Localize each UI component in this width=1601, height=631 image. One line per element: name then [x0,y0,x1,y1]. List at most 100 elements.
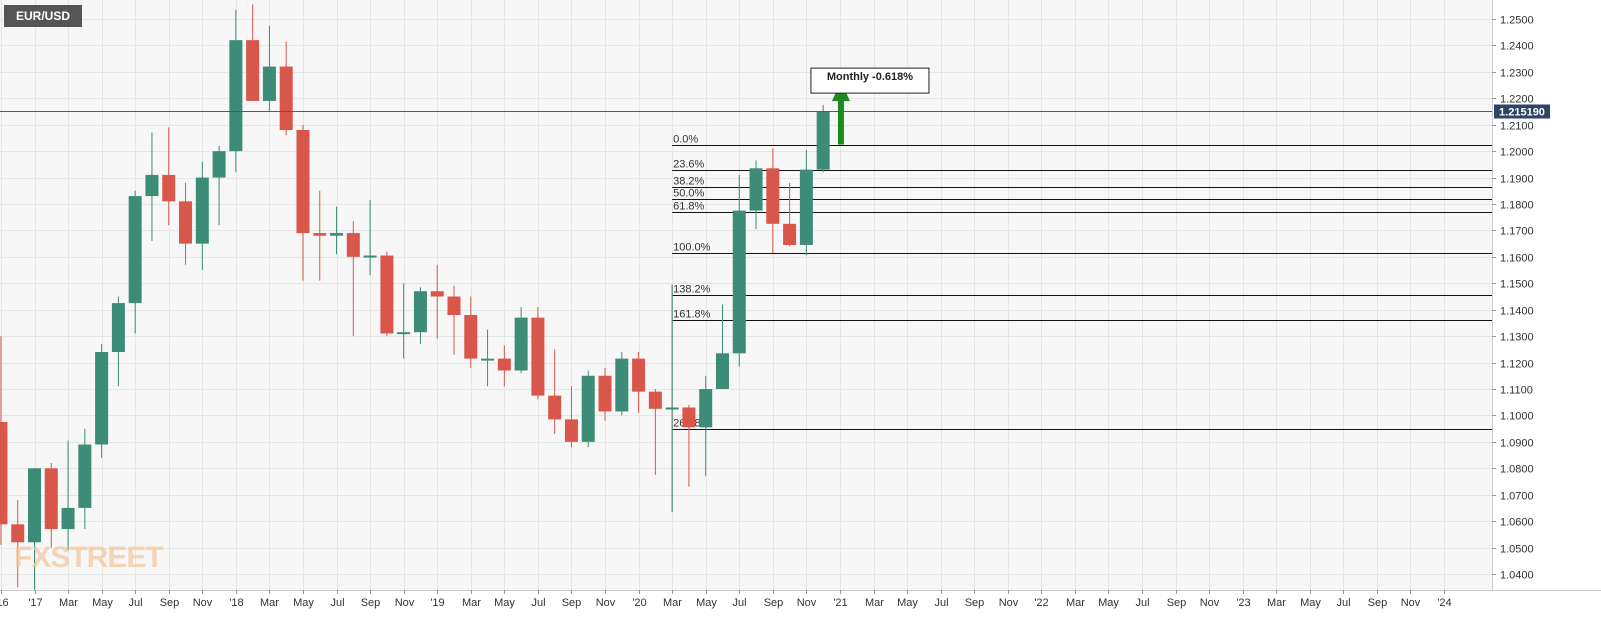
candle[interactable] [61,440,75,551]
candle[interactable] [78,428,92,530]
candle[interactable] [514,307,528,374]
candles[interactable] [0,4,830,590]
x-tick-label: Sep [160,597,180,609]
candle-body [145,174,159,197]
fib-level-label: 0.0% [673,134,698,146]
candle[interactable] [229,9,243,173]
y-tick-label: 1.1500 [1500,279,1534,291]
candle[interactable] [430,264,444,339]
candle[interactable] [783,182,797,247]
candle[interactable] [262,25,276,112]
fib-level-label: 161.8% [673,309,711,321]
candle-body [715,353,729,389]
candle-body [665,407,679,410]
candle[interactable] [28,468,41,590]
candle[interactable] [212,145,226,226]
y-tick-label: 1.1400 [1500,306,1534,318]
annotation-box: Monthly -0.618% [810,67,930,94]
candle[interactable] [397,283,411,359]
candle[interactable] [413,287,427,345]
candle-body [380,255,394,334]
candle[interactable] [615,351,629,416]
x-tick-label: Sep [562,597,582,609]
candle[interactable] [632,351,646,413]
x-tick-label: May [92,597,113,609]
candle-body [44,468,58,530]
x-tick-label: '23 [1236,597,1250,609]
candle[interactable] [581,370,595,448]
candle[interactable] [380,251,394,337]
candle[interactable] [11,499,25,588]
candle[interactable] [195,161,209,271]
candle[interactable] [246,4,260,101]
candle-body [514,317,528,371]
candle-body [162,174,176,202]
candle[interactable] [296,124,310,281]
y-tick-label: 1.1700 [1500,226,1534,238]
x-tick-label: Mar [663,597,682,609]
x-tick-label: Sep [764,597,784,609]
candle[interactable] [766,148,780,253]
candle[interactable] [145,132,159,241]
candle[interactable] [111,296,125,387]
candle-body [447,296,461,315]
candle[interactable] [564,386,578,448]
candle[interactable] [279,41,293,136]
candle[interactable] [464,296,478,368]
x-tick-label: '16 [0,597,9,609]
x-tick-label: Jul [330,597,344,609]
x-tick-label: Nov [1200,597,1220,609]
candle[interactable] [682,404,696,487]
candle[interactable] [330,206,344,255]
candle[interactable] [531,307,545,400]
x-tick-label: '17 [28,597,42,609]
x-tick-label: Mar [1066,597,1085,609]
candle-body [0,422,8,525]
candle-body [363,255,377,258]
candle[interactable] [816,104,830,173]
x-tick-label: May [1300,597,1321,609]
candle[interactable] [497,345,511,387]
candle[interactable] [179,182,193,265]
x-tick-label: Jul [1336,597,1350,609]
candle[interactable] [44,462,58,548]
y-tick-label: 1.0600 [1500,517,1534,529]
candle[interactable] [548,349,562,434]
candle[interactable] [648,388,662,475]
y-tick-label: 1.1300 [1500,332,1534,344]
candle-body [296,130,310,234]
candle[interactable] [715,304,729,389]
candle-body [229,40,243,152]
candle[interactable] [598,367,612,421]
candle[interactable] [749,160,763,230]
x-tick-label: Mar [260,597,279,609]
candle[interactable] [799,149,813,256]
candle-body [212,151,226,178]
y-tick-label: 1.1000 [1500,411,1534,423]
candle[interactable] [95,344,109,458]
x-tick-label: May [293,597,314,609]
candle[interactable] [346,221,360,337]
candle[interactable] [447,285,461,355]
candle[interactable] [128,190,142,334]
candle-body [749,168,763,211]
candle-body [497,358,511,371]
x-tick-label: May [494,597,515,609]
candle-body [783,223,797,245]
candle-body [682,407,696,428]
candle[interactable] [363,200,377,276]
candle[interactable] [162,127,176,226]
candle[interactable] [313,190,327,281]
y-tick-label: 1.0800 [1500,464,1534,476]
x-tick-label: '19 [430,597,444,609]
candle-body [816,111,830,170]
x-tick-label: Nov [193,597,213,609]
candle[interactable] [665,284,679,512]
candle[interactable] [481,329,495,387]
x-tick-label: Nov [797,597,817,609]
candle[interactable] [699,375,713,477]
candle[interactable] [0,336,8,545]
x-tick-label: Mar [462,597,481,609]
candle[interactable] [732,174,746,367]
